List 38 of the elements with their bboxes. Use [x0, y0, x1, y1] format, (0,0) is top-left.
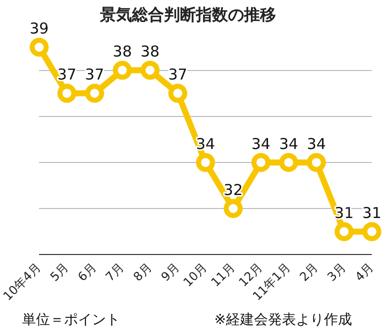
x-tick-label: 7月 — [102, 260, 127, 284]
x-tick-label: 8月 — [130, 260, 154, 284]
x-tick-label: 11月 — [208, 260, 238, 290]
point — [306, 152, 326, 172]
data-label: 31 — [362, 204, 382, 222]
data-label: 39 — [30, 20, 49, 38]
point — [112, 60, 132, 80]
point — [224, 199, 243, 218]
data-label: 38 — [112, 42, 132, 61]
text: 単位＝ポイント — [22, 312, 120, 328]
chart-title: 景気総合判断指数の推移 — [99, 4, 276, 24]
data-label: 34 — [279, 134, 298, 153]
data-label: 37 — [85, 66, 104, 84]
data-label: 34 — [306, 134, 326, 153]
point — [362, 222, 382, 242]
data-label: 38 — [140, 42, 160, 61]
x-tick-label: 10年4月 — [0, 260, 44, 304]
data-label: 32 — [224, 180, 243, 199]
point — [140, 60, 160, 80]
point — [30, 38, 49, 57]
point — [196, 152, 215, 172]
data-label: 37 — [168, 66, 188, 84]
point — [57, 84, 76, 103]
point — [251, 152, 270, 172]
point — [279, 152, 298, 172]
text: ※経建会発表より作成 — [214, 312, 352, 328]
point — [168, 84, 188, 103]
point — [85, 84, 104, 103]
x-tick-label: 3月 — [324, 260, 348, 284]
x-tick-label: 9月 — [158, 260, 182, 284]
data-label: 34 — [251, 134, 270, 153]
x-tick-label: 4月 — [352, 260, 376, 284]
x-tick-label: 2月 — [296, 260, 321, 284]
x-tick-label: 10月 — [180, 260, 210, 290]
data-label: 37 — [57, 66, 76, 84]
x-tick-label: 5月 — [47, 260, 72, 284]
point — [334, 222, 354, 242]
x-tick-label: 6月 — [75, 260, 99, 284]
